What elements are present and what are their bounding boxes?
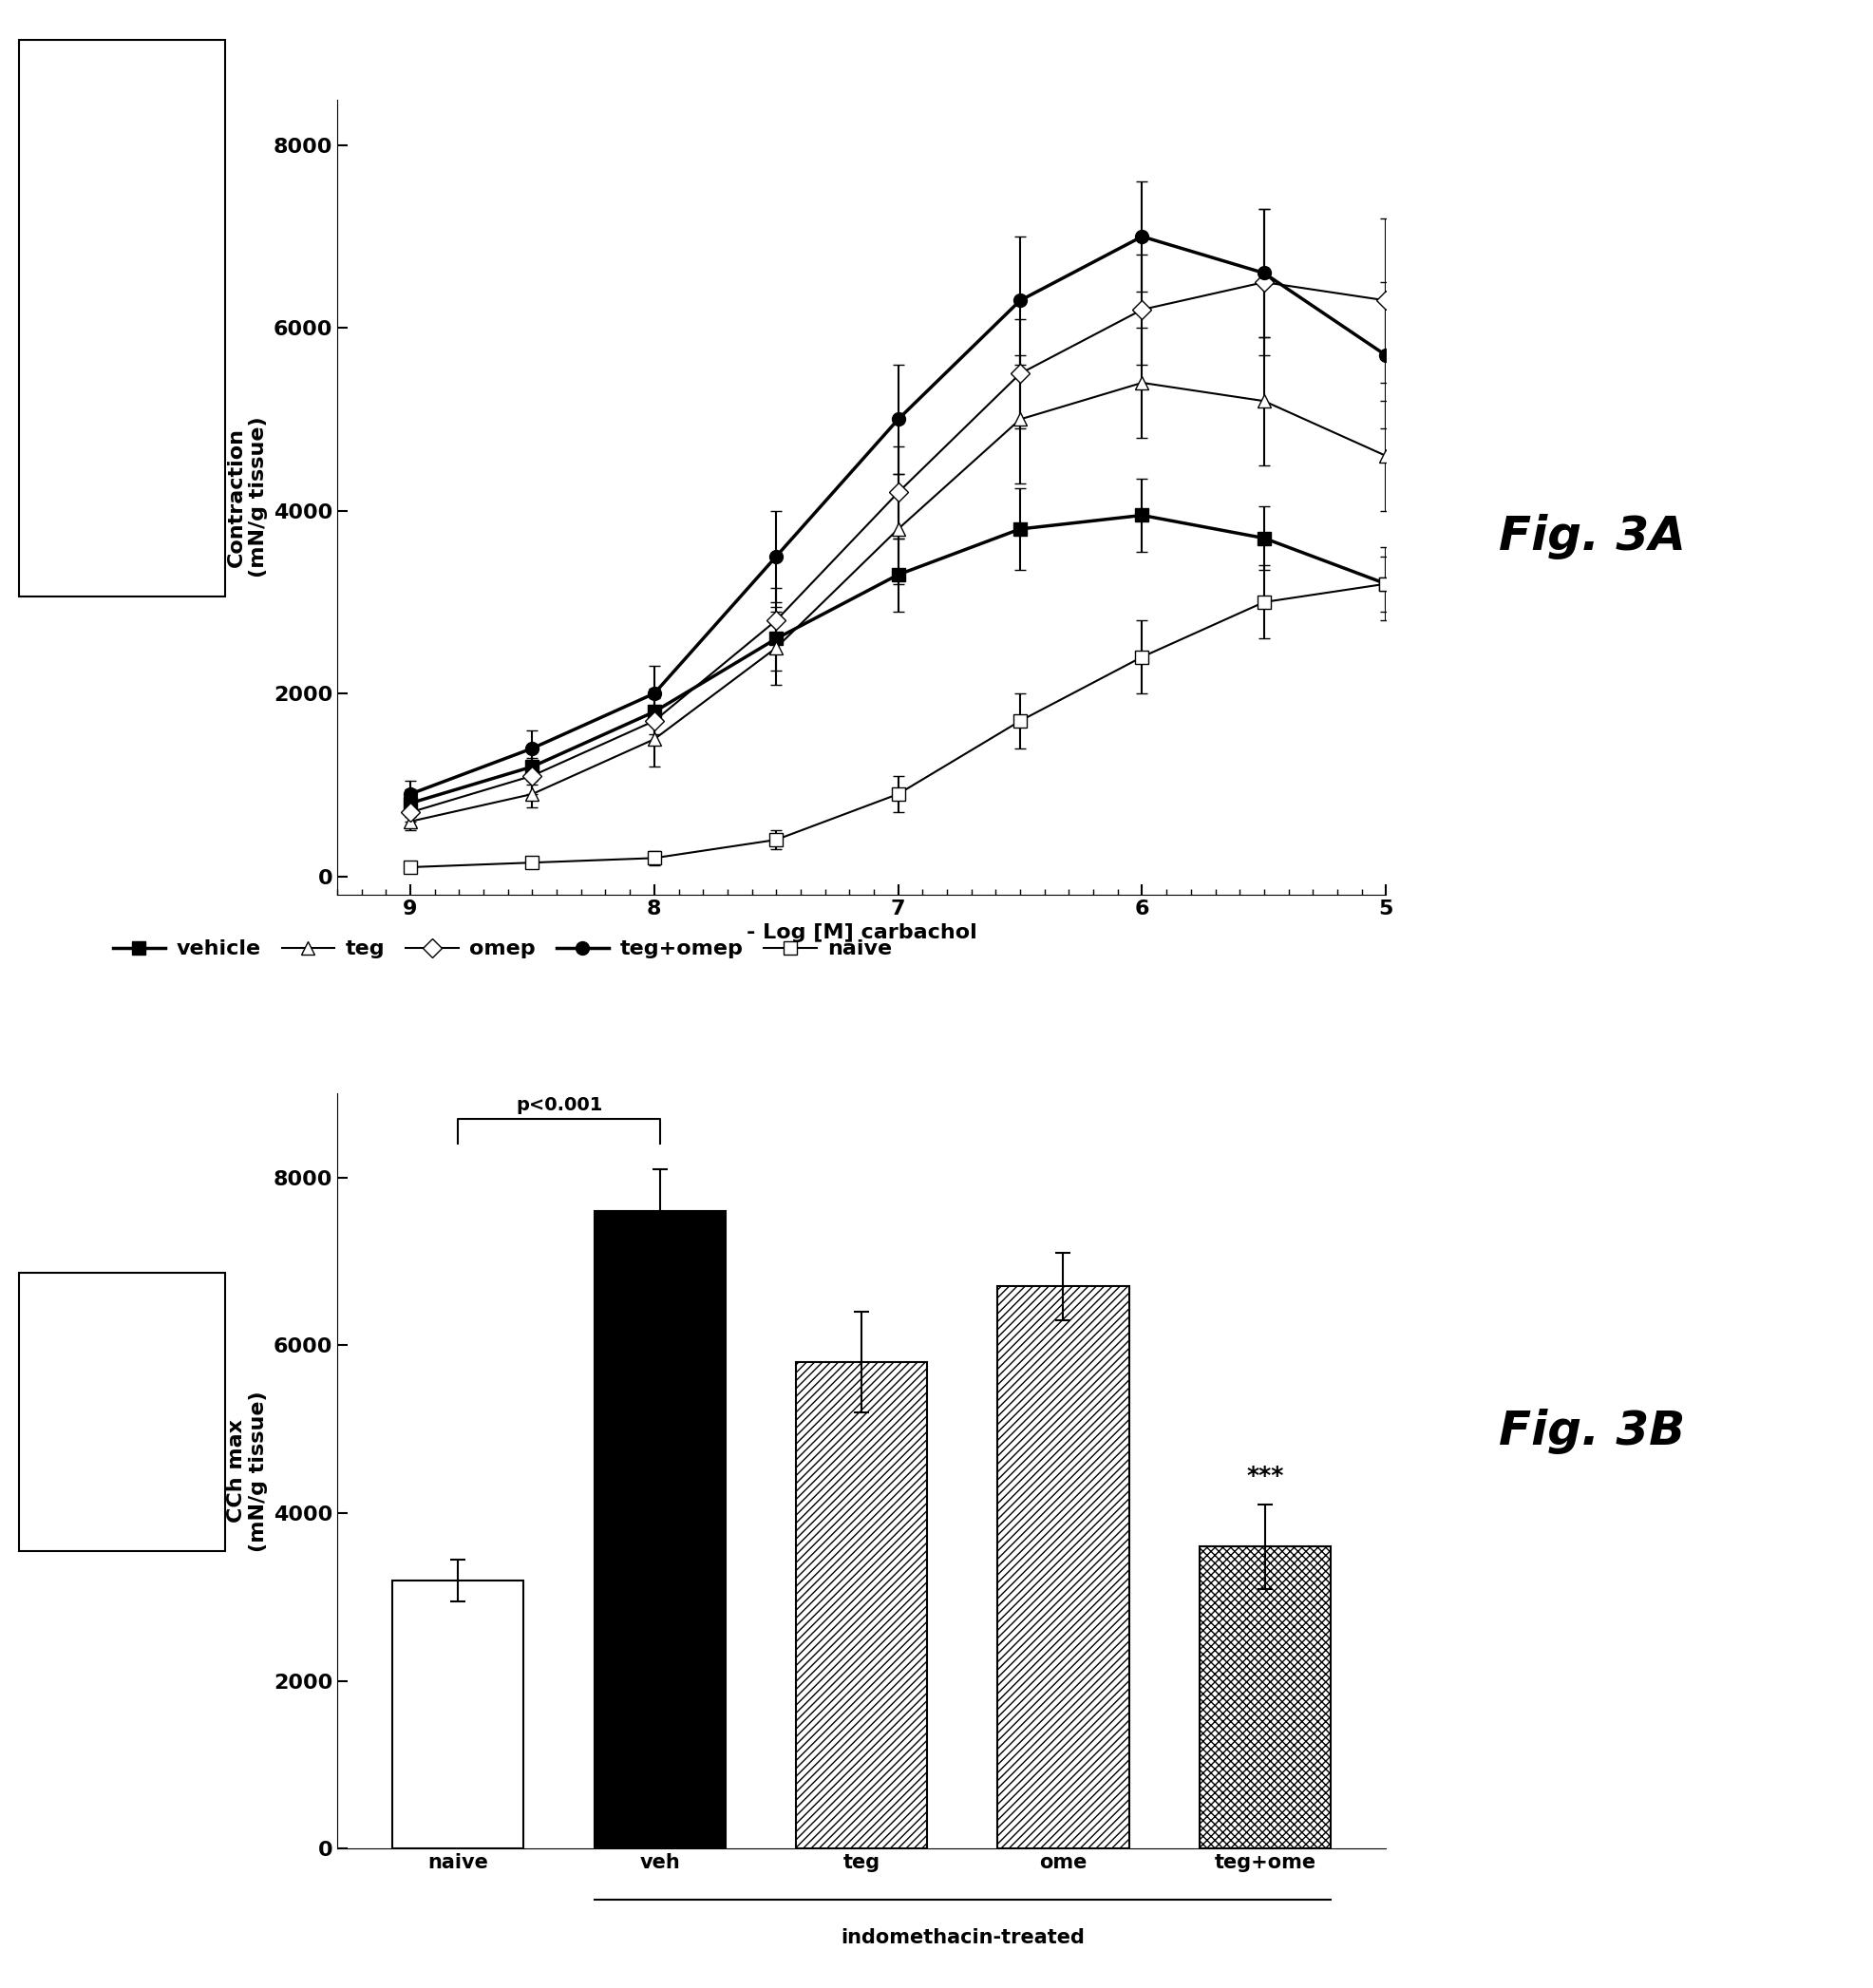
- Text: Fig. 3B: Fig. 3B: [1498, 1409, 1686, 1453]
- Bar: [393, 1580, 524, 1849]
- Y-axis label: Contraction
(mN/g tissue): Contraction (mN/g tissue): [227, 415, 268, 579]
- Bar: [594, 1211, 725, 1849]
- Text: Fig. 3A: Fig. 3A: [1498, 515, 1686, 559]
- Bar: [998, 1286, 1129, 1849]
- Y-axis label: CCh max
(mN/g tissue): CCh max (mN/g tissue): [227, 1390, 268, 1553]
- X-axis label: - Log [M] carbachol: - Log [M] carbachol: [745, 924, 978, 942]
- Bar: [1199, 1547, 1330, 1849]
- Bar: [796, 1362, 927, 1849]
- Text: p<0.001: p<0.001: [515, 1095, 603, 1115]
- Legend: vehicle, teg, omep, teg+omep, naive: vehicle, teg, omep, teg+omep, naive: [105, 930, 901, 968]
- Text: indomethacin-treated: indomethacin-treated: [841, 1928, 1084, 1948]
- Text: ***: ***: [1246, 1465, 1283, 1487]
